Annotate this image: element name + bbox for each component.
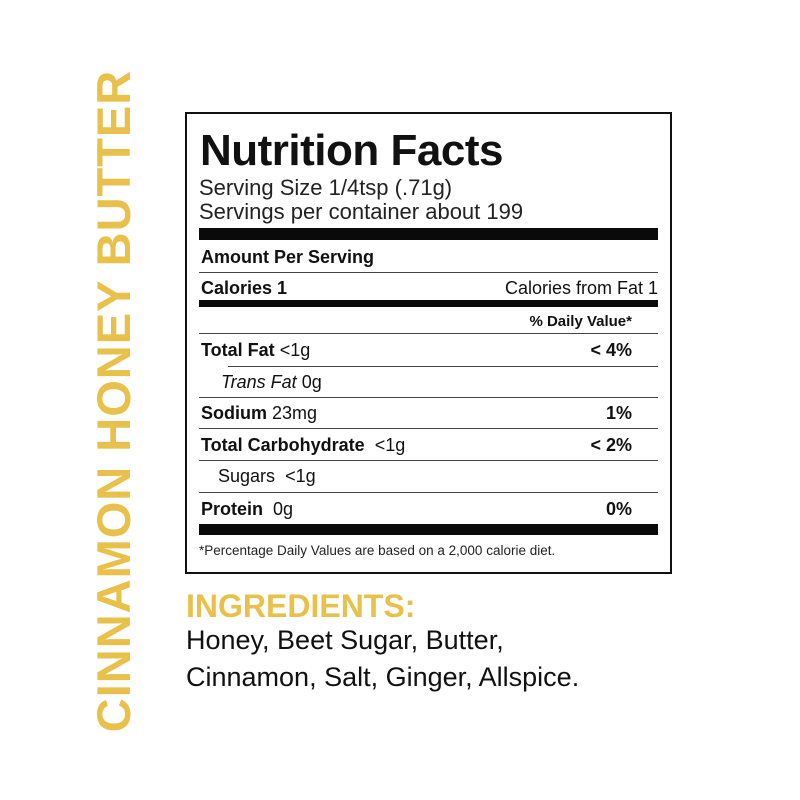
nutrient-row-total-fat: Total Fat <1g < 4% [201,339,632,361]
nutrient-amount: 0g [273,499,294,519]
nutrient-row-sodium: Sodium 23mg 1% [201,402,632,424]
medium-divider [199,300,658,307]
nutrient-name: Total Fat [201,340,275,360]
servings-per-container: Servings per container about 199 [199,199,524,224]
calories-label: Calories 1 [201,278,288,298]
nutrition-facts-panel: Nutrition Facts Serving Size 1/4tsp (.71… [185,112,672,574]
ingredients-heading: INGREDIENTS: [186,588,416,624]
nutrient-amount: <1g [374,435,406,455]
nutrient-dv: 1% [605,403,632,423]
nutrient-row-total-carbohydrate: Total Carbohydrate <1g < 2% [201,434,632,456]
nutrient-row-protein: Protein 0g 0% [201,498,632,520]
divider [228,366,658,367]
divider [199,492,658,493]
nutrient-name: Total Carbohydrate [201,435,365,455]
calories-from-fat: Calories from Fat 1 [504,278,658,298]
nutrient-amount: 0g [301,372,322,392]
divider [199,333,658,334]
nutrition-title: Nutrition Facts [200,126,503,175]
nutrient-dv: < 2% [590,435,632,455]
divider [199,460,658,461]
nutrient-name: Sodium [201,403,267,423]
thick-divider [199,524,658,535]
nutrient-amount: 23mg [272,403,318,423]
daily-value-header: % Daily Value* [529,313,632,330]
nutrient-amount: <1g [285,466,316,486]
serving-size: Serving Size 1/4tsp (.71g) [199,175,453,200]
nutrient-row-sugars: Sugars <1g [218,465,632,487]
nutrient-amount: <1g [279,340,311,360]
divider [199,272,658,273]
divider [199,397,658,398]
calories-row: Calories 1 Calories from Fat 1 [201,277,658,299]
nutrient-dv: < 4% [590,340,632,360]
nutrient-row-trans-fat: Trans Fat 0g [221,371,632,393]
amount-per-serving-label: Amount Per Serving [201,247,375,267]
nutrient-name: Trans Fat [221,372,297,392]
ingredients-line: Cinnamon, Salt, Ginger, Allspice. [186,662,580,692]
thick-divider [199,228,658,240]
nutrient-name: Sugars [218,466,276,486]
product-name-vertical: CINNAMON HONEY BUTTER [87,69,140,733]
divider [199,428,658,429]
ingredients-line: Honey, Beet Sugar, Butter, [186,625,504,655]
nutrient-name: Protein [201,499,264,519]
footnote: *Percentage Daily Values are based on a … [199,543,556,558]
nutrient-dv: 0% [605,499,632,519]
amount-per-serving: Amount Per Serving [201,246,632,268]
